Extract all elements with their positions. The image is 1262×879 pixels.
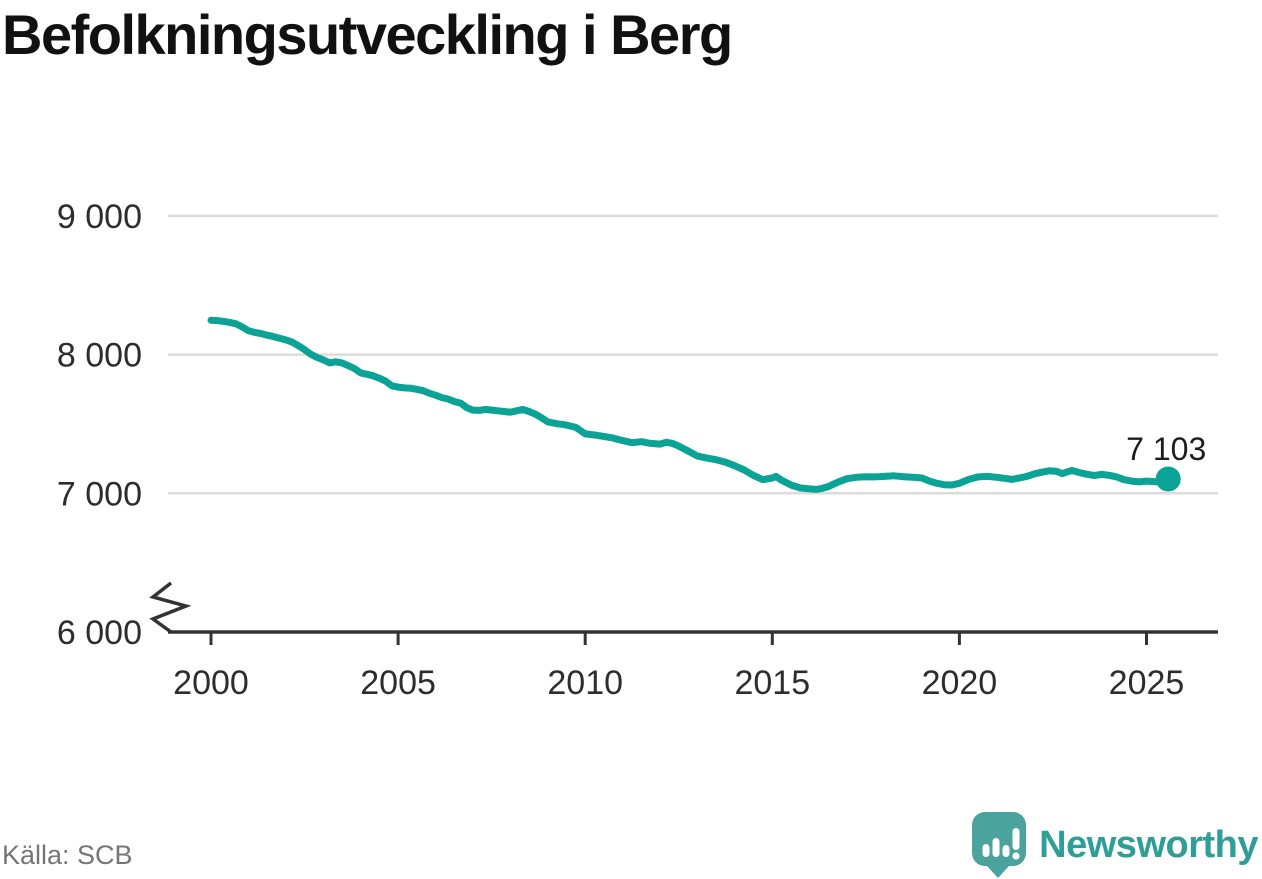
source-note: Källa: SCB — [2, 840, 133, 870]
newsworthy-logo: Newsworthy — [972, 812, 1258, 878]
series — [207, 316, 1181, 493]
exclamation-dot — [1012, 852, 1020, 860]
axes — [149, 581, 1218, 645]
newsworthy-logo-text: Newsworthy — [1039, 823, 1258, 866]
exclamation-bar — [1012, 828, 1020, 850]
latest-value-label: 7 103 — [1126, 431, 1206, 467]
axis-labels: 6 000 7 000 8 000 9 000 2000 2005 2010 2015 2020… — [57, 198, 1206, 702]
bar-chart-icon — [982, 828, 1020, 860]
y-tick-label: 7 000 — [57, 475, 142, 513]
newsworthy-logo-icon — [972, 812, 1027, 878]
population-line — [207, 316, 1172, 493]
x-tick-label: 2025 — [1109, 664, 1185, 702]
chart-title: Befolkningsutveckling i Berg — [2, 3, 733, 66]
y-tick-label: 9 000 — [57, 198, 142, 236]
y-axis-break-icon — [149, 581, 192, 634]
y-tick-label: 6 000 — [57, 614, 142, 652]
y-tick-label: 8 000 — [57, 337, 142, 375]
x-tick-label: 2010 — [547, 664, 623, 702]
line-chart: 6 000 7 000 8 000 9 000 2000 2005 2010 2015 2020… — [57, 198, 1218, 702]
latest-point-dot — [1155, 466, 1181, 492]
x-tick-label: 2005 — [360, 664, 436, 702]
gridlines — [168, 214, 1218, 495]
x-tick-label: 2020 — [922, 664, 998, 702]
x-tick-label: 2015 — [734, 664, 810, 702]
x-tick-label: 2000 — [173, 664, 249, 702]
